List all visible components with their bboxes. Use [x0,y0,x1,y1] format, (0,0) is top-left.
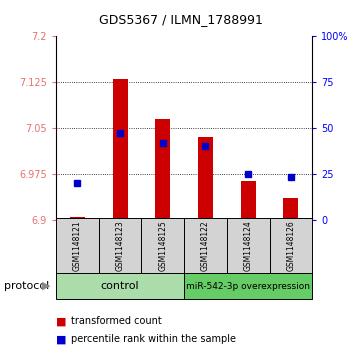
Text: miR-542-3p overexpression: miR-542-3p overexpression [186,282,310,291]
Bar [198,137,213,220]
Text: ■: ■ [56,334,66,344]
Bar [155,119,170,220]
Text: GSM1148122: GSM1148122 [201,221,210,271]
Bar [270,218,312,274]
Bar [142,218,184,274]
Text: GSM1148126: GSM1148126 [286,221,295,271]
Text: GSM1148123: GSM1148123 [116,221,125,271]
Text: ■: ■ [56,316,66,326]
Bar [283,198,299,220]
Bar [56,273,184,299]
Bar [70,217,85,220]
Text: transformed count: transformed count [71,316,162,326]
Text: control: control [101,281,139,291]
Text: protocol: protocol [4,281,49,291]
Text: GSM1148121: GSM1148121 [73,221,82,271]
Text: ▶: ▶ [42,281,50,291]
Text: GSM1148125: GSM1148125 [158,221,167,271]
Bar [184,218,227,274]
Bar [241,181,256,220]
Text: GSM1148124: GSM1148124 [244,221,253,271]
Bar [99,218,142,274]
Text: GDS5367 / ILMN_1788991: GDS5367 / ILMN_1788991 [99,13,262,26]
Bar [227,218,270,274]
Text: percentile rank within the sample: percentile rank within the sample [71,334,236,344]
Bar [113,79,127,220]
Bar [56,218,99,274]
Bar [184,273,312,299]
